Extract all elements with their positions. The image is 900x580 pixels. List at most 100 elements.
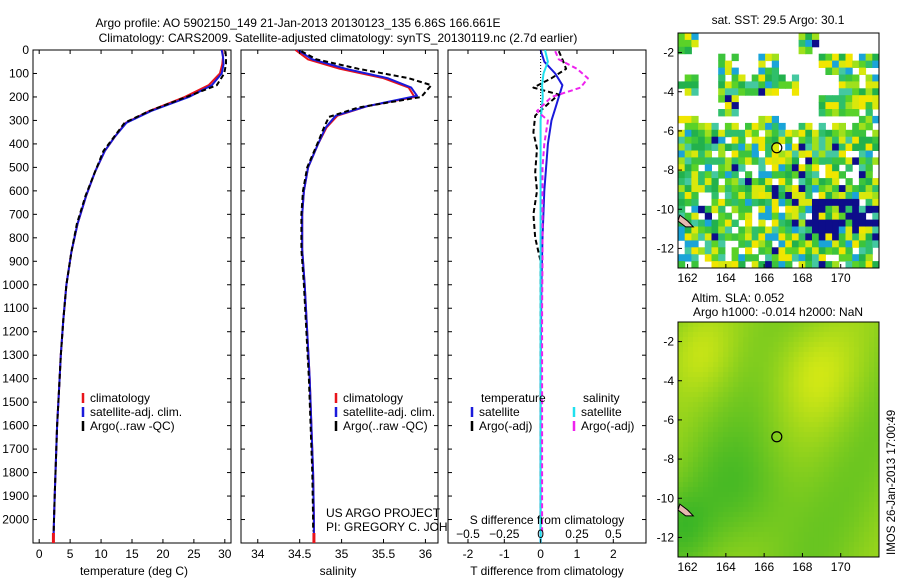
sst-cell (798, 240, 806, 248)
sst-cell (832, 247, 840, 255)
sla-cell (808, 537, 815, 543)
sla-cell (678, 382, 684, 388)
sla-cell (818, 437, 825, 443)
sla-cell (723, 517, 729, 523)
sla-cell (723, 367, 729, 373)
sla-cell (693, 322, 699, 328)
sla-cell (778, 417, 784, 423)
sla-cell (698, 432, 704, 438)
sst-cell (745, 122, 753, 131)
y-tick-label: 1500 (2, 395, 29, 409)
sla-cell (693, 487, 699, 493)
sla-cell (863, 437, 870, 443)
sla-cell (713, 322, 719, 328)
sla-cell (869, 497, 875, 503)
sst-cell (818, 205, 826, 214)
sla-cell (743, 467, 749, 473)
sst-cell (852, 233, 860, 241)
sla-cell (853, 332, 860, 338)
sla-cell (833, 322, 840, 328)
sla-cell (723, 542, 729, 548)
sla-cell (808, 487, 815, 493)
sla-cell (693, 422, 699, 428)
sst-cell (711, 136, 719, 145)
sla-cell (693, 337, 699, 343)
sst-cell (771, 74, 779, 82)
sla-cell (833, 537, 840, 543)
sla-cell (803, 522, 810, 528)
sla-cell (698, 447, 704, 453)
sla-cell (728, 527, 734, 533)
sla-cell (723, 447, 729, 453)
sla-cell (713, 517, 719, 523)
sla-cell (703, 527, 709, 533)
sla-cell (773, 517, 779, 523)
sst-cell (805, 157, 813, 165)
sla-cell (833, 532, 840, 538)
sla-cell (793, 487, 800, 493)
y-tick-label: 1200 (2, 325, 29, 339)
sla-cell (813, 542, 820, 548)
sla-cell (708, 532, 714, 538)
sla-cell (763, 522, 769, 528)
sla-cell (803, 477, 810, 483)
argo-float-marker (771, 142, 783, 154)
sla-cell (869, 337, 875, 343)
sla-cell (874, 477, 879, 483)
sla-cell (718, 467, 724, 473)
sla-cell (803, 507, 810, 513)
sla-cell (828, 547, 835, 553)
sst-cell (805, 261, 813, 268)
sst-cell (698, 157, 706, 165)
sst-cell (798, 212, 806, 221)
sst-cell (691, 219, 699, 227)
sla-cell (743, 527, 749, 533)
sla-cell (748, 402, 754, 408)
sst-cell (798, 226, 806, 234)
sla-cell (733, 322, 739, 328)
sla-cell (778, 467, 784, 473)
sla-cell (703, 407, 709, 413)
sla-cell (728, 482, 734, 488)
sla-cell (703, 447, 709, 453)
sla-cell (793, 452, 800, 458)
sla-cell (773, 452, 779, 458)
sla-cell (788, 487, 794, 493)
sst-cell (852, 95, 860, 103)
sla-cell (818, 327, 825, 333)
sla-cell (718, 392, 724, 398)
sla-cell (703, 372, 709, 378)
sla-cell (738, 352, 744, 358)
sla-cell (743, 387, 749, 393)
sla-cell (703, 367, 709, 373)
sla-cell (853, 362, 860, 368)
sla-cell (828, 392, 835, 398)
sla-cell (783, 387, 789, 393)
sst-cell (678, 226, 686, 234)
sla-cell (713, 472, 719, 478)
sla-cell (773, 552, 779, 557)
sla-cell (728, 382, 734, 388)
sla-cell (828, 542, 835, 548)
sla-cell (813, 392, 820, 398)
sla-cell (863, 422, 870, 428)
sla-cell (838, 432, 845, 438)
sst-cell (778, 157, 786, 165)
sla-cell (743, 512, 749, 518)
sst-cell (738, 192, 746, 200)
sst-cell (751, 226, 759, 234)
sla-cell (833, 357, 840, 363)
sla-cell (833, 332, 840, 338)
sla-cell (788, 337, 794, 343)
sst-cell (838, 53, 846, 62)
sla-cell (813, 347, 820, 353)
sla-cell (848, 357, 855, 363)
sla-cell (813, 467, 820, 473)
sla-cell (688, 352, 694, 358)
sla-cell (733, 397, 739, 403)
sst-cell (818, 233, 826, 241)
sla-cell (703, 412, 709, 418)
sla-cell (798, 347, 805, 353)
sst-cell (785, 247, 793, 255)
y-tick-label: 800 (9, 231, 29, 245)
